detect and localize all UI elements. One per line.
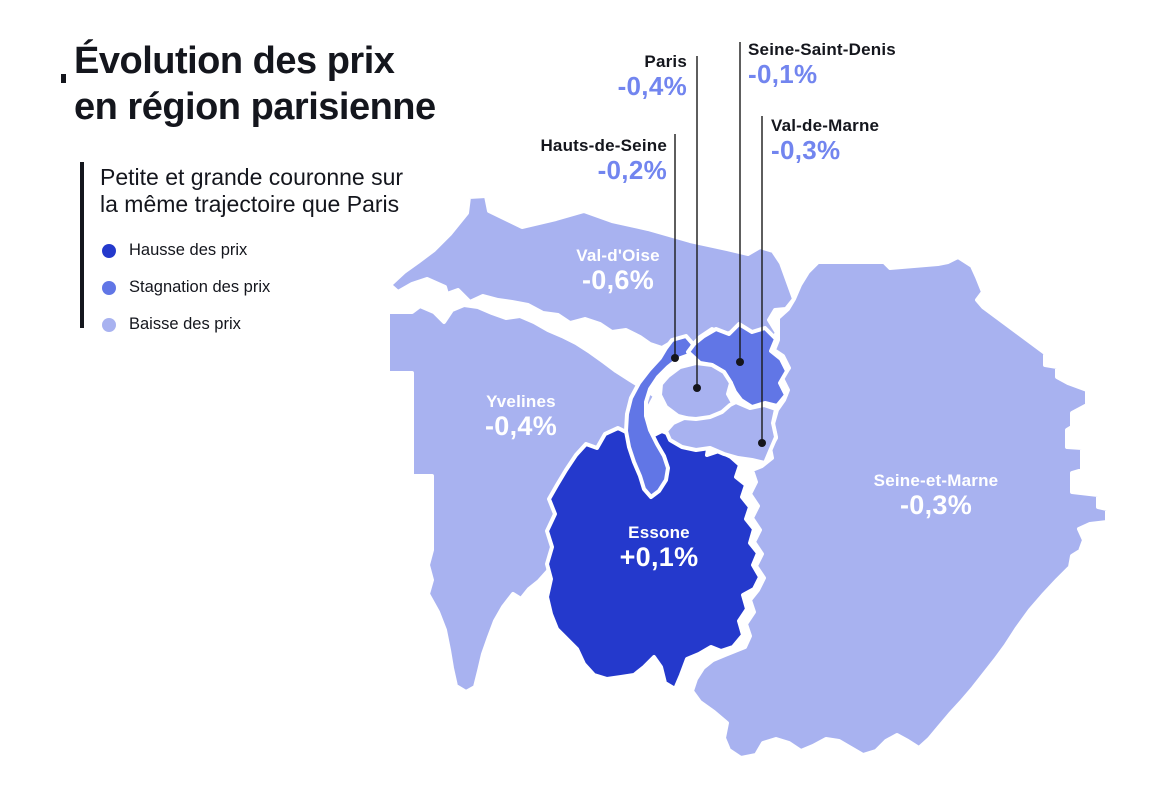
map-label-yvelines: Yvelines -0,4% bbox=[485, 392, 557, 441]
seine-et-marne-value: -0,3% bbox=[899, 490, 973, 520]
baisse-color-dot-icon bbox=[102, 317, 116, 332]
legend-label-stagnation: Stagnation des prix bbox=[129, 278, 271, 296]
callout-paris: Paris -0,4% bbox=[618, 52, 687, 101]
seine-saint-denis-callout-value: -0,1% bbox=[748, 59, 818, 89]
legend-item-baisse: Baisse des prix bbox=[102, 315, 270, 333]
seine-et-marne-name: Seine-et-Marne bbox=[873, 471, 999, 490]
yvelines-name: Yvelines bbox=[486, 392, 556, 411]
val-de-marne-callout-value: -0,3% bbox=[771, 135, 841, 165]
legend-item-hausse: Hausse des prix bbox=[102, 241, 270, 259]
paris-anchor-dot bbox=[693, 384, 701, 392]
legend: Hausse des prix Stagnation des prix Bais… bbox=[102, 241, 271, 354]
region-val-de-marne-shape bbox=[664, 400, 778, 465]
hauts-de-seine-callout-value: -0,2% bbox=[597, 155, 667, 185]
callout-hauts-de-seine: Hauts-de-Seine -0,2% bbox=[540, 136, 667, 185]
seine-saint-denis-callout-name: Seine-Saint-Denis bbox=[748, 40, 896, 59]
legend-label-baisse: Baisse des prix bbox=[129, 315, 241, 333]
val-doise-value: -0,6% bbox=[581, 265, 655, 295]
legend-label-hausse: Hausse des prix bbox=[129, 241, 248, 259]
paris-callout-value: -0,4% bbox=[617, 71, 687, 101]
subtitle-line-1: Petite et grande couronne sur bbox=[100, 164, 404, 190]
val-doise-name: Val-d'Oise bbox=[576, 246, 660, 265]
essone-name: Essone bbox=[628, 523, 690, 542]
essone-value: +0,1% bbox=[619, 542, 699, 572]
callout-val-de-marne: Val-de-Marne -0,3% bbox=[771, 116, 879, 165]
stagnation-color-dot-icon bbox=[102, 280, 116, 295]
hauts-de-seine-callout-name: Hauts-de-Seine bbox=[540, 136, 667, 155]
seine-saint-denis-anchor-dot bbox=[736, 358, 744, 366]
val-de-marne-callout-name: Val-de-Marne bbox=[771, 116, 880, 135]
hauts-de-seine-anchor-dot bbox=[671, 354, 679, 362]
map-label-seine-et-marne: Seine-et-Marne -0,3% bbox=[874, 471, 999, 520]
subtitle: Petite et grande couronne sur la même tr… bbox=[100, 164, 403, 218]
page-title: Évolution des prix en région parisienne bbox=[74, 38, 436, 130]
subtitle-accent-bar bbox=[80, 162, 84, 328]
callout-seine-saint-denis: Seine-Saint-Denis -0,1% bbox=[748, 40, 896, 89]
title-tick-decoration bbox=[61, 74, 66, 83]
yvelines-value: -0,4% bbox=[484, 411, 558, 441]
map-label-essone: Essone +0,1% bbox=[620, 523, 699, 572]
map-label-val-doise: Val-d'Oise -0,6% bbox=[576, 246, 660, 295]
val-de-marne-anchor-dot bbox=[758, 439, 766, 447]
region-seine-et-marne-shape bbox=[690, 255, 1109, 760]
subtitle-line-2: la même trajectoire que Paris bbox=[100, 191, 400, 217]
paris-callout-name: Paris bbox=[644, 52, 687, 71]
title-line-1: Évolution des prix bbox=[74, 40, 395, 82]
legend-item-stagnation: Stagnation des prix bbox=[102, 278, 271, 296]
region-hauts-de-seine-shape bbox=[624, 334, 695, 499]
title-line-2: en région parisienne bbox=[74, 86, 436, 128]
hausse-color-dot-icon bbox=[102, 243, 116, 258]
